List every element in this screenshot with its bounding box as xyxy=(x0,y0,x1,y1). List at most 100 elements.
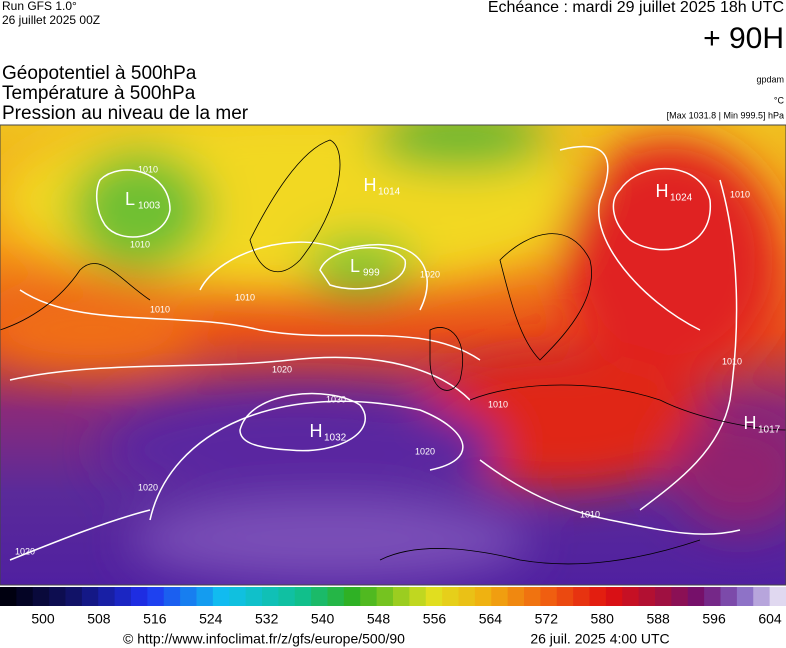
center-kind: H xyxy=(744,413,757,433)
isobar-label: 1020 xyxy=(272,364,292,374)
colorbar-tick-label: 564 xyxy=(479,611,503,627)
colorbar-tick-label: 532 xyxy=(255,611,279,627)
colorbar-tick-label: 596 xyxy=(702,611,726,627)
isobar-labels: 1010 1010 1010 1010 1020 1030 1020 1020 1020 1010… xyxy=(15,164,750,556)
colorbar-swatch xyxy=(147,587,165,606)
unit-label: [Max 1031.8 | Min 999.5] hPa xyxy=(667,110,784,120)
colorbar-swatch xyxy=(327,587,345,606)
colorbar-swatch xyxy=(196,587,214,606)
colorbar-swatch xyxy=(556,587,574,606)
isobar-label: 1020 xyxy=(138,482,158,492)
field-label: Géopotentiel à 500hPa xyxy=(2,63,197,84)
colorbar-swatch xyxy=(589,587,607,606)
colorbar-tick-label: 524 xyxy=(199,611,223,627)
colorbar-swatch xyxy=(81,587,99,606)
colorbar-swatch xyxy=(262,587,279,606)
colorbar-swatch xyxy=(49,587,66,606)
colorbar-swatch xyxy=(507,587,525,606)
isobar-label: 1010 xyxy=(722,356,742,366)
colorbar-swatch xyxy=(638,587,656,606)
issue-date: 26 juil. 2025 4:00 UTC xyxy=(530,631,669,647)
colorbar-swatch xyxy=(605,587,623,606)
colorbar-tick-label: 572 xyxy=(535,611,559,627)
isobar-label: 1010 xyxy=(150,304,170,314)
colorbar-swatch xyxy=(376,587,394,606)
colorbar-swatch xyxy=(343,587,361,606)
colorbar-swatch xyxy=(311,587,328,606)
colorbar-tick-label: 508 xyxy=(87,611,111,627)
colorbar-swatch xyxy=(180,587,197,606)
colorbar-swatch xyxy=(704,587,721,606)
colorbar-swatch xyxy=(622,587,640,606)
center-value: 1032 xyxy=(324,433,347,444)
center-value: 1017 xyxy=(758,425,781,436)
colorbar-swatch xyxy=(294,587,312,606)
colorbar-tick-label: 516 xyxy=(143,611,167,627)
colorbar-swatch xyxy=(98,587,116,606)
lead-time: + 90H xyxy=(703,22,784,55)
colorbar-swatch xyxy=(720,587,738,606)
center-value: 999 xyxy=(363,268,380,279)
source-url: © http://www.infoclimat.fr/z/gfs/europe/… xyxy=(123,631,405,647)
colorbar-swatch xyxy=(524,587,541,606)
run-date: 26 juillet 2025 00Z xyxy=(2,13,100,27)
colorbar-tick-label: 548 xyxy=(367,611,391,627)
isobar-label: 1030 xyxy=(326,394,346,404)
center-value: 1024 xyxy=(670,193,693,204)
isobar-label: 1020 xyxy=(415,446,435,456)
map-frame xyxy=(0,124,786,586)
colorbar-swatch xyxy=(474,587,492,606)
colorbar-swatch xyxy=(573,587,590,606)
colorbar-swatch xyxy=(425,587,443,606)
isobar-label: 1010 xyxy=(488,399,508,409)
colorbar-swatch xyxy=(769,587,786,606)
center-kind: H xyxy=(310,421,323,441)
center-value: 1003 xyxy=(138,201,161,212)
isobar-label: 1010 xyxy=(235,292,255,302)
run-label: Run GFS 1.0° xyxy=(2,0,77,13)
map-field xyxy=(0,125,786,585)
colorbar-swatch xyxy=(212,587,230,606)
colorbar-swatch xyxy=(0,587,17,606)
colorbar-swatch xyxy=(753,587,771,606)
isobar-label: 1010 xyxy=(130,239,150,249)
colorbar-tick-label: 580 xyxy=(591,611,615,627)
center-kind: H xyxy=(364,175,377,195)
isobar-label: 1020 xyxy=(420,269,440,279)
colorbar-swatch xyxy=(32,587,50,606)
isobar-label: 1020 xyxy=(15,546,35,556)
colorbar-swatch xyxy=(278,587,296,606)
colorbar-tick-label: 556 xyxy=(423,611,447,627)
center-value: 1014 xyxy=(378,187,401,198)
colorbar-swatch xyxy=(458,587,476,606)
isobar-label: 1010 xyxy=(138,164,158,174)
center-kind: L xyxy=(125,189,135,209)
isobar-label: 1010 xyxy=(580,509,600,519)
colorbar-tick-label: 604 xyxy=(758,611,782,627)
center-kind: L xyxy=(350,256,360,276)
colorbar-swatch xyxy=(442,587,459,606)
center-kind: H xyxy=(656,181,669,201)
colorbar-swatch xyxy=(393,587,410,606)
colorbar: 500 508 516 524 532 540 548 556 564 572 580 588 596 6… xyxy=(0,587,786,627)
forecast-time: Echéance : mardi 29 juillet 2025 18h UTC xyxy=(488,0,784,16)
colorbar-swatch xyxy=(245,587,263,606)
colorbar-tick-label: 500 xyxy=(31,611,55,627)
colorbar-tick-label: 588 xyxy=(646,611,670,627)
colorbar-swatch xyxy=(163,587,181,606)
colorbar-swatch xyxy=(131,587,148,606)
colorbar-swatch xyxy=(114,587,132,606)
colorbar-tick-label: 540 xyxy=(311,611,335,627)
field-label: Température à 500hPa xyxy=(2,83,196,104)
colorbar-swatch xyxy=(655,587,672,606)
colorbar-swatch xyxy=(671,587,689,606)
unit-label: °C xyxy=(774,95,785,105)
colorbar-swatch xyxy=(360,587,378,606)
unit-label: gpdam xyxy=(756,74,784,84)
colorbar-swatch xyxy=(736,587,754,606)
colorbar-swatch xyxy=(409,587,427,606)
field-label: Pression au niveau de la mer xyxy=(2,103,249,124)
isobar-label: 1010 xyxy=(730,189,750,199)
